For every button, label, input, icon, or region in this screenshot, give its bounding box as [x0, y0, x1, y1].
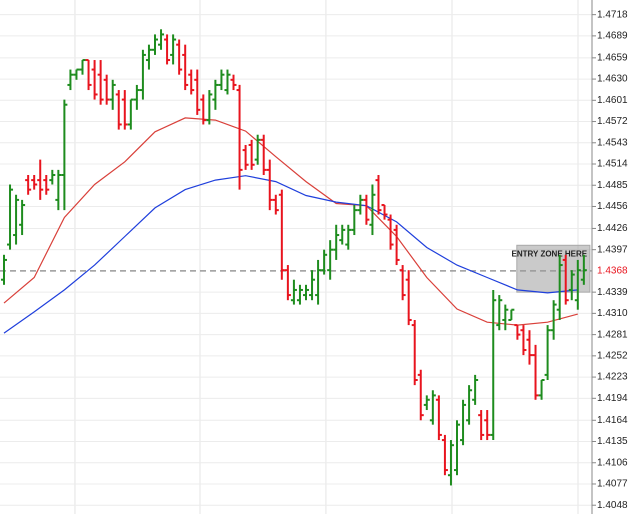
y-tick-label: 1.4572: [597, 116, 628, 127]
y-tick-label: 1.4485: [597, 180, 628, 191]
y-tick-label: 1.4048: [597, 500, 628, 511]
moving-average: [3, 117, 578, 326]
y-tick-label: 1.4514: [597, 159, 628, 170]
y-tick-label: 1.4718: [597, 9, 628, 20]
y-tick-label: 1.4543: [597, 137, 628, 148]
y-tick-label: 1.4456: [597, 201, 628, 212]
y-tick-label: 1.4194: [597, 393, 628, 404]
y-tick-label: 1.4106: [597, 457, 628, 468]
y-tick-label: 1.4601: [597, 95, 628, 106]
moving-average: [3, 175, 578, 334]
zone-label: ENTRY ZONE HERE: [512, 249, 588, 258]
y-tick-label: 1.4426: [597, 223, 628, 234]
y-tick-label: 1.4135: [597, 436, 628, 447]
y-tick-label: 1.4281: [597, 329, 628, 340]
y-tick-label: 1.4164: [597, 415, 628, 426]
y-tick-label: 1.4659: [597, 52, 628, 63]
y-tick-label: 1.4223: [597, 372, 628, 383]
y-tick-label: 1.4339: [597, 287, 628, 298]
price-label: 1.4368: [597, 266, 628, 277]
y-tick-label: 1.4252: [597, 350, 628, 361]
y-tick-label: 1.4630: [597, 74, 628, 85]
y-tick-label: 1.4077: [597, 479, 628, 490]
y-tick-label: 1.4689: [597, 31, 628, 42]
y-tick-label: 1.4310: [597, 308, 628, 319]
y-tick-label: 1.4397: [597, 244, 628, 255]
